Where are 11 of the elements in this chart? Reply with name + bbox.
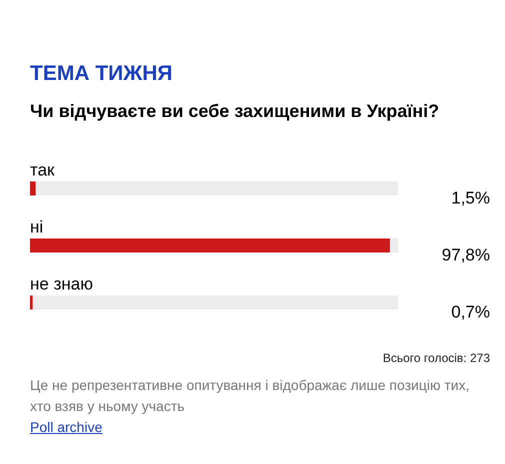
chart-title: ТЕМА ТИЖНЯ <box>30 62 174 86</box>
y-tick-label: не знаю <box>30 274 94 294</box>
text: Всього голосів: 273 <box>382 351 490 365</box>
data-label: 0,7% <box>451 302 490 322</box>
text: Це не репрезентативне опитування і відображає лише позицію тих, хто взяв у ньому участь <box>30 376 470 416</box>
y-tick-label: так <box>30 160 56 180</box>
text: Poll archive <box>30 419 104 435</box>
y-tick-label: ні <box>30 218 44 236</box>
data-label: 97,8% <box>442 246 490 264</box>
data-label: 1,5% <box>451 188 490 208</box>
chart-subtitle: Чи відчуваєте ви себе захищеними в Україні? <box>30 100 440 122</box>
